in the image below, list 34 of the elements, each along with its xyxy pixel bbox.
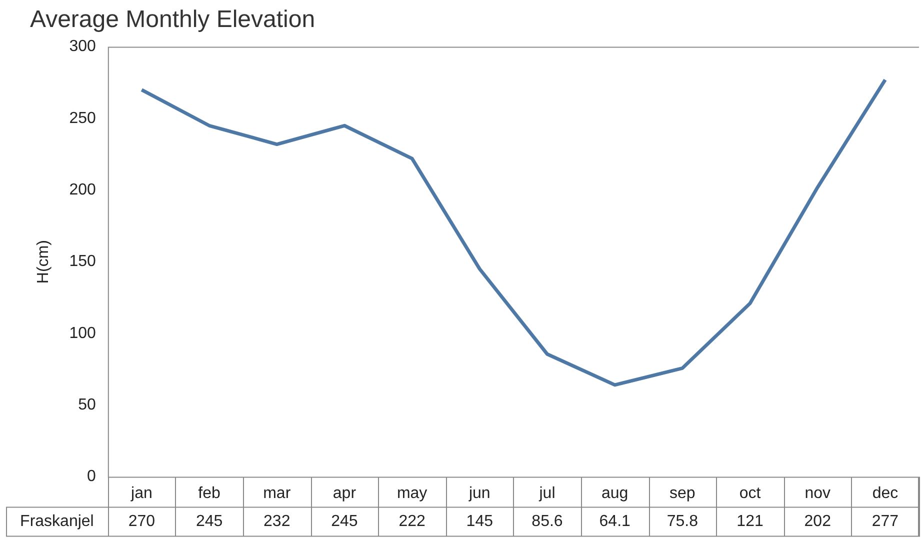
data-label: 145 bbox=[466, 513, 494, 530]
y-tick-label: 100 bbox=[69, 324, 96, 342]
data-label: 245 bbox=[331, 513, 358, 530]
data-label: 232 bbox=[264, 513, 290, 530]
x-tick-label: feb bbox=[198, 484, 220, 502]
y-tick-label: 300 bbox=[69, 38, 96, 56]
data-label: 85.6 bbox=[532, 513, 563, 530]
x-tick-label: jun bbox=[468, 484, 490, 502]
data-label: 202 bbox=[804, 513, 832, 530]
data-label: 270 bbox=[128, 513, 156, 530]
x-tick-label: sep bbox=[670, 484, 696, 502]
chart-title: Average Monthly Elevation bbox=[30, 6, 316, 34]
y-tick-label: 50 bbox=[78, 396, 96, 414]
y-tick-label: 200 bbox=[69, 182, 96, 199]
x-tick-label: dec bbox=[872, 484, 898, 502]
x-tick-label: jan bbox=[130, 484, 152, 502]
x-tick-label: nov bbox=[804, 484, 831, 502]
x-tick-label: mar bbox=[263, 484, 292, 502]
data-label: 222 bbox=[398, 513, 426, 530]
y-axis-title: H(cm) bbox=[35, 240, 52, 284]
y-tick-label: 150 bbox=[69, 253, 96, 270]
text: Fraskanjel bbox=[20, 513, 94, 530]
y-tick-label: 250 bbox=[69, 110, 96, 127]
data-label: 277 bbox=[872, 513, 899, 530]
data-label: 245 bbox=[196, 513, 223, 530]
data-label: 121 bbox=[736, 513, 764, 530]
data-label: 75.8 bbox=[666, 513, 698, 530]
x-tick-label: may bbox=[396, 484, 428, 502]
x-tick-label: apr bbox=[332, 484, 357, 502]
x-tick-label: aug bbox=[601, 484, 628, 502]
x-tick-label: oct bbox=[739, 484, 762, 502]
data-label: 64.1 bbox=[599, 513, 631, 530]
y-tick-label: 0 bbox=[86, 468, 96, 486]
x-tick-label: jul bbox=[538, 484, 556, 502]
